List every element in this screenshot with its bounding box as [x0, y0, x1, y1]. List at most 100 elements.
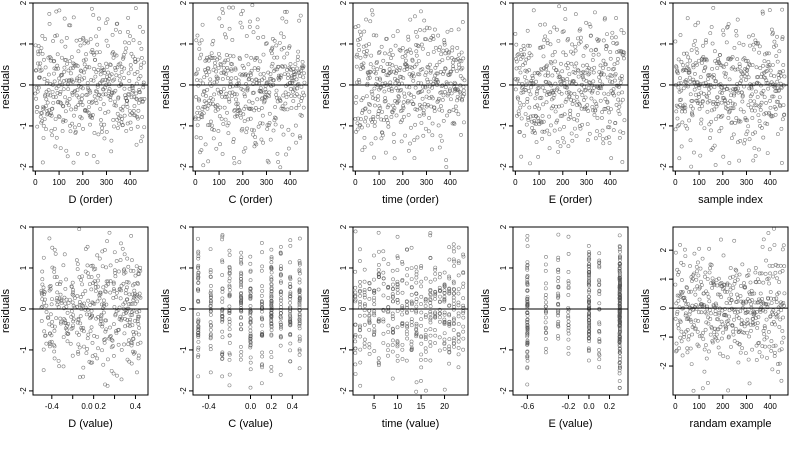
scatter-point — [619, 74, 624, 78]
scatter-point — [734, 29, 738, 33]
scatter-point — [48, 312, 53, 317]
scatter-point — [395, 309, 400, 313]
scatter-point — [60, 103, 65, 108]
scatter-point — [385, 62, 390, 66]
scatter-point — [395, 325, 400, 330]
scatter-point — [395, 340, 400, 345]
scatter-point — [106, 70, 111, 75]
scatter-point — [767, 112, 772, 117]
scatter-point — [525, 358, 530, 363]
scatter-point — [692, 87, 697, 92]
scatter-point — [449, 91, 454, 96]
scatter-point — [386, 262, 391, 266]
scatter-point — [461, 306, 466, 310]
scatter-point — [541, 54, 546, 59]
scatter-point — [59, 300, 64, 305]
scatter-point — [358, 247, 362, 252]
scatter-point — [547, 146, 552, 151]
scatter-point — [676, 104, 681, 109]
scatter-point — [80, 93, 85, 98]
scatter-point — [673, 250, 678, 255]
scatter-point — [372, 349, 377, 353]
scatter-point — [456, 245, 461, 250]
scatter-point — [87, 282, 92, 287]
plot-frame — [32, 226, 149, 396]
y-axis-label: residuals — [480, 64, 492, 109]
scatter-point — [423, 333, 428, 337]
scatter-point — [525, 382, 530, 387]
scatter-point — [677, 122, 681, 127]
scatter-point — [702, 347, 707, 352]
scatter-point — [91, 267, 96, 272]
scatter-point — [771, 308, 776, 313]
scatter-point — [674, 348, 679, 353]
scatter-point — [91, 281, 96, 286]
scatter-point — [681, 63, 685, 68]
scatter-point — [456, 27, 461, 32]
scatter-point — [203, 58, 208, 63]
scatter-point — [405, 266, 410, 271]
scatter-point — [514, 66, 519, 71]
scatter-point — [79, 97, 84, 101]
scatter-point — [126, 15, 131, 20]
scatter-point — [390, 343, 395, 347]
scatter-point — [196, 254, 201, 259]
scatter-point — [608, 50, 613, 54]
scatter-point — [130, 313, 135, 317]
scatter-point — [693, 292, 698, 297]
scatter-point — [195, 78, 199, 83]
scatter-point — [544, 100, 549, 105]
scatter-point — [80, 292, 85, 297]
scatter-point — [686, 337, 691, 342]
scatter-point — [106, 357, 110, 362]
scatter-point — [116, 342, 121, 347]
scatter-point — [428, 304, 433, 309]
scatter-point — [777, 95, 782, 100]
scatter-point — [390, 268, 395, 273]
scatter-point — [255, 25, 260, 30]
scatter-point — [261, 35, 266, 39]
scatter-point — [64, 36, 69, 40]
scatter-point — [525, 317, 530, 322]
scatter-point — [525, 355, 530, 360]
scatter-point — [407, 85, 412, 90]
scatter-point — [44, 89, 49, 94]
scatter-point — [567, 80, 572, 85]
scatter-point — [222, 86, 226, 91]
scatter-point — [294, 92, 299, 97]
scatter-point — [279, 335, 283, 340]
scatter-point — [232, 92, 237, 96]
scatter-point — [127, 320, 132, 324]
scatter-point — [288, 62, 293, 66]
scatter-point — [84, 351, 89, 356]
scatter-point — [617, 49, 621, 54]
scatter-point — [611, 41, 616, 45]
scatter-point — [194, 38, 199, 43]
scatter-point — [95, 89, 99, 94]
scatter-point — [249, 55, 254, 60]
scatter-point — [71, 303, 76, 308]
scatter-point — [248, 311, 253, 316]
scatter-point — [390, 63, 395, 68]
scatter-point — [94, 70, 99, 75]
scatter-point — [572, 64, 577, 69]
scatter-point — [617, 104, 622, 109]
scatter-point — [716, 345, 721, 350]
scatter-point — [748, 280, 753, 285]
scatter-point — [781, 315, 785, 320]
scatter-point — [297, 277, 302, 282]
scatter-point — [278, 298, 283, 303]
scatter-point — [239, 283, 243, 288]
scatter-point — [547, 132, 552, 137]
scatter-point — [462, 120, 466, 125]
scatter-point — [693, 71, 697, 76]
scatter-point — [674, 349, 678, 354]
scatter-point — [525, 318, 530, 322]
scatter-point — [288, 297, 293, 301]
scatter-point — [441, 72, 445, 76]
scatter-point — [772, 226, 776, 231]
scatter-point — [269, 51, 274, 56]
scatter-point — [294, 106, 299, 110]
